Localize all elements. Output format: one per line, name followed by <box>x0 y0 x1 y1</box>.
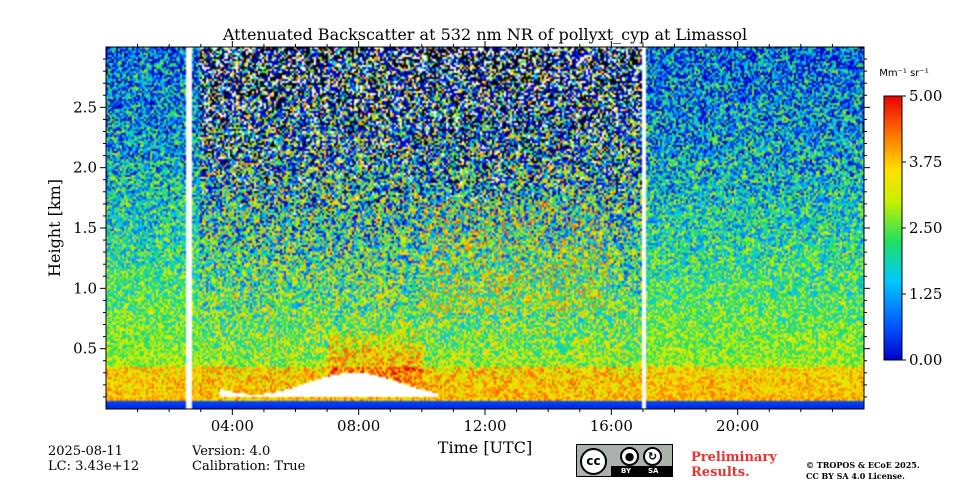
colorbar-tick-label: 1.25 <box>909 285 942 303</box>
y-tick-label: 1.0 <box>73 279 97 297</box>
cc-strip: BY SA <box>611 466 672 476</box>
colorbar-tick-label: 3.75 <box>909 153 942 171</box>
colorbar-tick-label: 5.00 <box>909 87 942 105</box>
sa-label: SA <box>648 467 659 475</box>
x-tick-label: 16:00 <box>590 417 633 435</box>
y-tick-label: 2.0 <box>73 159 97 177</box>
colorbar-tick-label: 0.00 <box>909 351 942 369</box>
cc-icon: cc <box>580 448 607 475</box>
chart-title: Attenuated Backscatter at 532 nm NR of p… <box>222 25 747 44</box>
colorbar-unit-label: Mm⁻¹ sr⁻¹ <box>879 68 928 79</box>
x-axis: 04:00 08:00 12:00 16:00 20:00 <box>137 41 833 435</box>
cc-license-badge: cc ● ↻ BY SA <box>576 444 673 477</box>
footer-date: 2025-08-11 <box>48 444 123 459</box>
footer-calibration: Calibration: True <box>192 459 306 474</box>
preliminary-note: Preliminary Results. <box>691 450 777 480</box>
footer-left: 2025-08-11 LC: 3.43e+12 <box>48 444 139 474</box>
sa-share-icon: ↻ <box>643 447 662 466</box>
y-axis: 0.5 1.0 1.5 2.0 2.5 <box>73 58 870 398</box>
by-label: BY <box>621 467 632 475</box>
copyright-line1: © TROPOS & ECoE 2025. <box>806 460 920 470</box>
colorbar-gradient <box>883 95 903 361</box>
heatmap <box>106 47 864 409</box>
colorbar: Mm⁻¹ sr⁻¹ 0.00 1.25 2.50 3.75 5.00 <box>879 68 942 369</box>
footer-version: Version: 4.0 <box>192 444 271 459</box>
x-tick-label: 08:00 <box>337 417 380 435</box>
x-tick-label: 04:00 <box>211 417 254 435</box>
footer-lc: LC: 3.43e+12 <box>48 459 140 474</box>
colorbar-ticks: 0.00 1.25 2.50 3.75 5.00 <box>902 87 942 369</box>
by-person-icon: ● <box>620 447 639 466</box>
y-axis-label: Height [km] <box>45 179 64 277</box>
x-tick-label: 12:00 <box>463 417 506 435</box>
plot-area: 04:00 08:00 12:00 16:00 20:00 0.5 1.0 1.5 2.0 2.… <box>73 41 870 435</box>
colorbar-tick-label: 2.50 <box>909 219 942 237</box>
y-tick-label: 1.5 <box>73 219 97 237</box>
y-tick-label: 0.5 <box>73 340 97 358</box>
preliminary-line2: Results. <box>691 465 750 480</box>
copyright-line2: CC BY SA 4.0 License. <box>806 471 905 481</box>
footer-version-block: Version: 4.0 Calibration: True <box>192 444 305 474</box>
copyright-note: © TROPOS & ECoE 2025. CC BY SA 4.0 Licen… <box>806 460 920 482</box>
preliminary-line1: Preliminary <box>691 450 777 465</box>
y-tick-label: 2.5 <box>73 98 97 116</box>
x-axis-label: Time [UTC] <box>438 438 532 457</box>
x-tick-label: 20:00 <box>716 417 759 435</box>
